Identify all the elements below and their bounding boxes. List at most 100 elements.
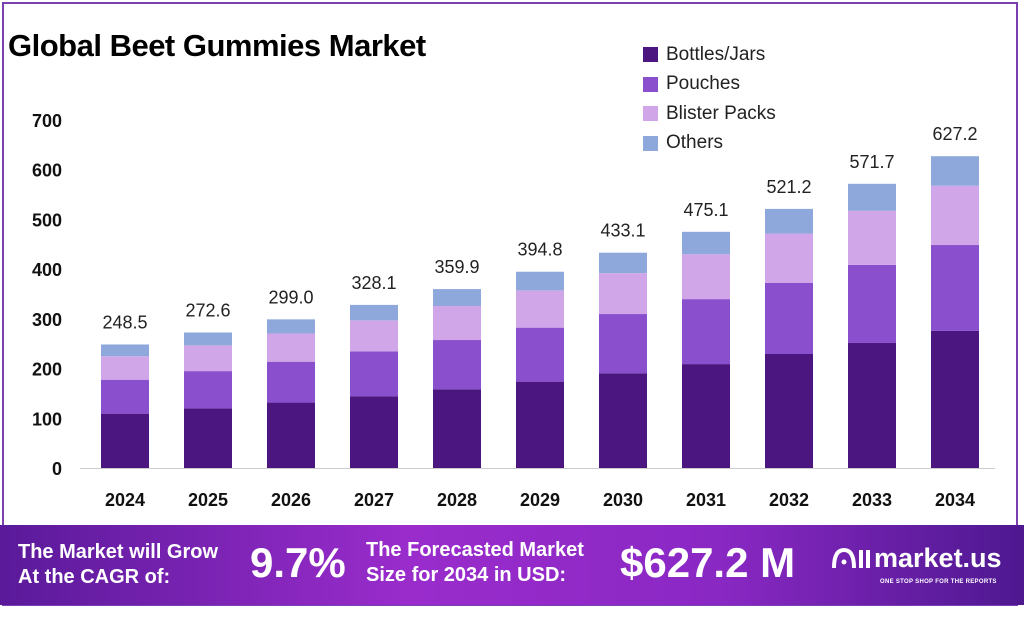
x-tick-label: 2032 [769, 490, 809, 510]
bar-segment-bottles-jars [267, 402, 315, 468]
bar-segment-pouches [848, 264, 896, 343]
bar-segment-pouches [184, 371, 232, 409]
bar-segment-blister-packs [765, 233, 813, 283]
bar-segment-pouches [682, 299, 730, 365]
cagr-label-line2: At the CAGR of: [18, 566, 171, 588]
x-tick-label: 2027 [354, 490, 394, 510]
data-label-total: 359.9 [434, 257, 479, 277]
y-tick-label: 500 [32, 210, 62, 230]
y-tick-label: 400 [32, 260, 62, 280]
x-tick-label: 2024 [105, 490, 145, 510]
bar-segment-bottles-jars [682, 364, 730, 468]
x-tick-label: 2025 [188, 490, 228, 510]
forecast-label: The Forecasted Market Size for 2034 in U… [366, 538, 584, 588]
bar-segment-others [682, 231, 730, 255]
cagr-value: 9.7% [250, 539, 346, 586]
legend-label: Blister Packs [666, 102, 776, 124]
bar-segment-others [848, 183, 896, 211]
data-label-total: 328.1 [351, 273, 396, 293]
y-tick-label: 600 [32, 161, 62, 181]
x-tick-label: 2034 [935, 490, 975, 510]
data-label-total: 571.7 [849, 152, 894, 172]
bar-segment-pouches [516, 327, 564, 382]
forecast-label-line1: The Forecasted Market [366, 539, 584, 561]
bar-segment-blister-packs [682, 254, 730, 300]
bar-segment-others [516, 271, 564, 291]
data-label-total: 248.5 [102, 312, 147, 332]
legend-label: Pouches [666, 73, 740, 95]
bar-segment-bottles-jars [599, 373, 647, 468]
stacked-bar-chart: 0 100 200 300 400 500 600 700 248.5 2024 272.6 2025… [32, 111, 995, 510]
bar-segment-bottles-jars [848, 342, 896, 468]
cagr-label: The Market will Grow At the CAGR of: [18, 540, 218, 590]
bar-segment-bottles-jars [765, 354, 813, 468]
data-label-total: 521.2 [766, 177, 811, 197]
bar-segment-bottles-jars [433, 389, 481, 468]
x-tick-label: 2033 [852, 490, 892, 510]
legend: Bottles/Jars Pouches Blister Packs Others [643, 40, 776, 158]
bar-segment-blister-packs [848, 210, 896, 265]
bar-segment-others [101, 344, 149, 357]
legend-swatch [643, 76, 658, 92]
y-tick-label: 100 [32, 409, 62, 429]
forecast-label-line2: Size for 2034 in USD: [366, 564, 567, 586]
y-tick-label: 200 [32, 360, 62, 380]
bar-segment-others [599, 252, 647, 274]
chart-title: Global Beet Gummies Market [8, 28, 426, 63]
data-label-total: 394.8 [517, 240, 562, 260]
data-label-total: 272.6 [185, 300, 230, 320]
brand-name: market.us [874, 543, 1002, 573]
bar-segment-pouches [433, 340, 481, 390]
bar-segment-blister-packs [101, 356, 149, 380]
bar-segment-blister-packs [599, 273, 647, 315]
bar-segment-blister-packs [433, 306, 481, 341]
bar-segment-others [765, 208, 813, 234]
legend-swatch [643, 47, 658, 63]
data-label-total: 627.2 [932, 124, 977, 144]
y-tick-label: 300 [32, 310, 62, 330]
bar-segment-blister-packs [516, 290, 564, 328]
bar-segment-pouches [931, 245, 979, 331]
y-tick-label: 0 [52, 459, 62, 479]
bar-segment-bottles-jars [931, 330, 979, 468]
forecast-value: $627.2 M [620, 539, 796, 586]
bar-segment-pouches [267, 361, 315, 403]
legend-item: Others [643, 129, 776, 159]
brand-logo: market.us [830, 543, 1002, 574]
bar-segment-pouches [599, 314, 647, 374]
cagr-label-line1: The Market will Grow [18, 541, 219, 563]
x-tick-label: 2031 [686, 490, 726, 510]
bar-segment-pouches [101, 379, 149, 414]
bar-segment-blister-packs [184, 345, 232, 372]
bar-segment-bottles-jars [184, 408, 232, 468]
bar-segment-bottles-jars [101, 413, 149, 468]
y-tick-label: 700 [32, 111, 62, 131]
legend-swatch [643, 135, 658, 151]
legend-item: Bottles/Jars [643, 40, 776, 70]
legend-item: Pouches [643, 70, 776, 100]
x-tick-label: 2028 [437, 490, 477, 510]
market-us-logo-icon [832, 547, 870, 568]
bar-segment-blister-packs [931, 185, 979, 246]
legend-label: Others [666, 132, 724, 154]
bar-segment-blister-packs [267, 333, 315, 362]
data-label-total: 433.1 [600, 221, 645, 241]
bar-segment-others [931, 156, 979, 186]
brand-tagline: ONE STOP SHOP FOR THE REPORTS [880, 579, 997, 585]
bar-segment-bottles-jars [516, 381, 564, 468]
bar-segment-pouches [765, 282, 813, 355]
bar-segment-others [267, 319, 315, 334]
legend-label: Bottles/Jars [666, 43, 766, 65]
x-tick-label: 2026 [271, 490, 311, 510]
data-label-total: 475.1 [683, 200, 728, 220]
x-tick-label: 2030 [603, 490, 643, 510]
frame-border [2, 2, 1018, 606]
legend-item: Blister Packs [643, 99, 776, 129]
bar-segment-pouches [350, 351, 398, 397]
bar-segment-others [433, 289, 481, 307]
bar-segment-others [350, 304, 398, 321]
legend-swatch [643, 106, 658, 122]
bar-segment-others [184, 332, 232, 346]
bar-segment-blister-packs [350, 320, 398, 352]
